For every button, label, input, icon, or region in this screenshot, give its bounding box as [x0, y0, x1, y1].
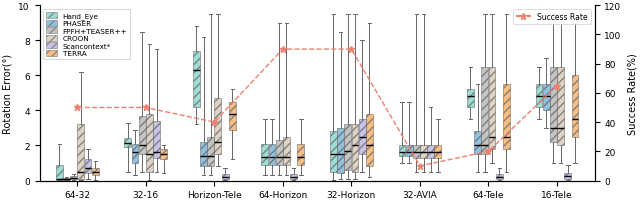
PathPatch shape [63, 179, 70, 180]
PathPatch shape [276, 141, 283, 165]
PathPatch shape [399, 146, 405, 156]
Success Rate [74, 107, 81, 109]
Legend: Success Rate: Success Rate [513, 10, 591, 25]
PathPatch shape [221, 174, 228, 179]
PathPatch shape [298, 144, 304, 165]
Y-axis label: Rotation Error(°): Rotation Error(°) [3, 54, 13, 133]
PathPatch shape [474, 132, 481, 155]
Success Rate [484, 150, 492, 153]
Y-axis label: Success Rate(%): Success Rate(%) [627, 53, 637, 134]
PathPatch shape [200, 142, 207, 167]
Success Rate [211, 121, 218, 124]
PathPatch shape [124, 139, 131, 147]
PathPatch shape [229, 102, 236, 130]
PathPatch shape [572, 76, 579, 137]
PathPatch shape [344, 125, 351, 170]
PathPatch shape [536, 85, 543, 107]
PathPatch shape [359, 120, 365, 155]
PathPatch shape [84, 160, 92, 174]
PathPatch shape [420, 146, 427, 158]
PathPatch shape [351, 125, 358, 172]
PathPatch shape [92, 168, 99, 175]
Success Rate [416, 165, 424, 167]
PathPatch shape [413, 146, 420, 158]
Success Rate [348, 49, 355, 51]
PathPatch shape [564, 173, 572, 179]
PathPatch shape [557, 67, 564, 146]
PathPatch shape [290, 174, 297, 179]
PathPatch shape [428, 146, 434, 158]
PathPatch shape [481, 67, 488, 155]
PathPatch shape [283, 137, 290, 165]
PathPatch shape [269, 144, 275, 165]
PathPatch shape [207, 137, 214, 167]
PathPatch shape [77, 125, 84, 179]
Line: Success Rate: Success Rate [74, 46, 561, 169]
PathPatch shape [146, 114, 153, 172]
PathPatch shape [467, 90, 474, 107]
PathPatch shape [330, 132, 337, 172]
PathPatch shape [193, 52, 200, 107]
Success Rate [553, 85, 561, 87]
PathPatch shape [496, 174, 502, 179]
Legend: Hand_Eye, PHASER, FPFH+TEASER++, CROON, Scancontext*, TERRA: Hand_Eye, PHASER, FPFH+TEASER++, CROON, … [43, 10, 131, 60]
PathPatch shape [406, 146, 413, 156]
PathPatch shape [214, 99, 221, 155]
PathPatch shape [70, 176, 77, 179]
PathPatch shape [132, 144, 138, 163]
PathPatch shape [435, 146, 442, 158]
Success Rate [142, 107, 150, 109]
PathPatch shape [161, 149, 167, 160]
PathPatch shape [139, 116, 146, 155]
PathPatch shape [337, 128, 344, 174]
PathPatch shape [543, 85, 550, 111]
PathPatch shape [550, 67, 557, 142]
PathPatch shape [56, 165, 63, 180]
PathPatch shape [488, 67, 495, 149]
PathPatch shape [503, 85, 510, 149]
PathPatch shape [261, 144, 268, 165]
PathPatch shape [366, 114, 373, 167]
PathPatch shape [153, 121, 160, 158]
Success Rate [279, 49, 287, 51]
